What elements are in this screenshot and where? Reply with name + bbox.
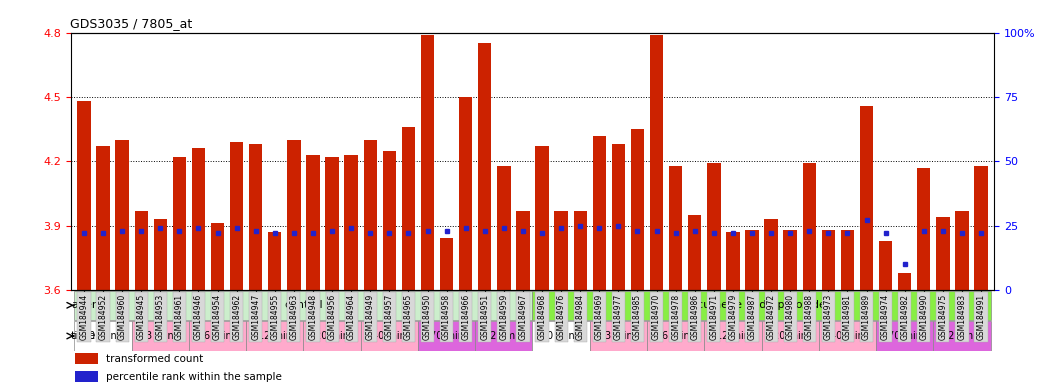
Text: GDS3035 / 7805_at: GDS3035 / 7805_at <box>70 17 192 30</box>
Bar <box>246 321 303 351</box>
Text: 20 min: 20 min <box>316 331 349 341</box>
Bar <box>420 35 434 290</box>
Bar <box>172 157 186 290</box>
Text: 70 min: 70 min <box>887 331 922 341</box>
Bar <box>822 230 835 290</box>
Bar <box>955 210 968 290</box>
Text: 12 min: 12 min <box>716 331 749 341</box>
Bar <box>611 144 625 290</box>
Bar <box>211 223 224 290</box>
Text: 3 min: 3 min <box>604 331 632 341</box>
Bar <box>497 166 511 290</box>
Bar <box>479 43 491 290</box>
Text: 3 min: 3 min <box>146 331 174 341</box>
Bar <box>933 321 990 351</box>
Bar <box>536 146 549 290</box>
Bar <box>249 144 263 290</box>
Bar <box>288 140 301 290</box>
Bar <box>189 321 246 351</box>
Text: 70 min: 70 min <box>430 331 464 341</box>
Text: 6 min: 6 min <box>662 331 689 341</box>
Bar <box>688 215 702 290</box>
Bar <box>859 106 873 290</box>
Bar <box>745 230 759 290</box>
Bar <box>802 164 816 290</box>
Bar <box>192 148 206 290</box>
Bar <box>459 97 472 290</box>
Bar <box>532 291 990 320</box>
Bar <box>230 142 243 290</box>
Text: 20 min: 20 min <box>773 331 808 341</box>
Text: control: control <box>284 300 323 310</box>
Bar <box>345 155 358 290</box>
Bar <box>475 321 532 351</box>
Text: 120 min: 120 min <box>484 331 524 341</box>
Bar <box>325 157 338 290</box>
Bar <box>402 127 415 290</box>
Bar <box>303 321 361 351</box>
Bar <box>631 129 645 290</box>
Bar <box>306 155 320 290</box>
Bar <box>876 321 933 351</box>
Bar <box>77 101 90 290</box>
Bar <box>97 146 110 290</box>
Bar <box>532 321 590 351</box>
Bar <box>268 232 281 290</box>
Text: transformed count: transformed count <box>106 354 203 364</box>
Bar <box>135 210 147 290</box>
Bar <box>707 164 720 290</box>
Bar <box>418 321 475 351</box>
Bar <box>936 217 950 290</box>
Bar <box>668 166 682 290</box>
Bar <box>115 140 129 290</box>
Bar <box>75 371 99 382</box>
Bar <box>75 321 132 351</box>
Bar <box>975 166 988 290</box>
Text: percentile rank within the sample: percentile rank within the sample <box>106 372 281 382</box>
Text: time: time <box>71 331 97 341</box>
Bar <box>898 273 911 290</box>
Bar <box>75 353 99 364</box>
Bar <box>918 168 930 290</box>
Bar <box>879 241 893 290</box>
Bar <box>516 210 529 290</box>
Bar <box>554 210 568 290</box>
Bar <box>154 219 167 290</box>
Bar <box>75 291 532 320</box>
Bar <box>590 321 647 351</box>
Bar <box>784 230 797 290</box>
Text: 40 min: 40 min <box>830 331 865 341</box>
Text: 12 min: 12 min <box>257 331 292 341</box>
Bar <box>727 232 740 290</box>
Bar <box>819 321 876 351</box>
Bar <box>762 321 819 351</box>
Text: 6 min: 6 min <box>203 331 231 341</box>
Bar <box>574 210 586 290</box>
Text: agent: agent <box>71 300 104 310</box>
Text: 40 min: 40 min <box>373 331 406 341</box>
Bar <box>132 321 189 351</box>
Bar <box>764 219 777 290</box>
Bar <box>704 321 762 351</box>
Bar <box>440 238 454 290</box>
Bar <box>841 230 854 290</box>
Bar <box>650 35 663 290</box>
Text: 0 min: 0 min <box>89 331 117 341</box>
Bar <box>363 140 377 290</box>
Bar <box>383 151 397 290</box>
Bar <box>593 136 606 290</box>
Bar <box>361 321 418 351</box>
Text: 0 min: 0 min <box>547 331 575 341</box>
Text: cumene hydroperoxide: cumene hydroperoxide <box>698 300 826 310</box>
Bar <box>647 321 704 351</box>
Text: 120 min: 120 min <box>941 331 982 341</box>
